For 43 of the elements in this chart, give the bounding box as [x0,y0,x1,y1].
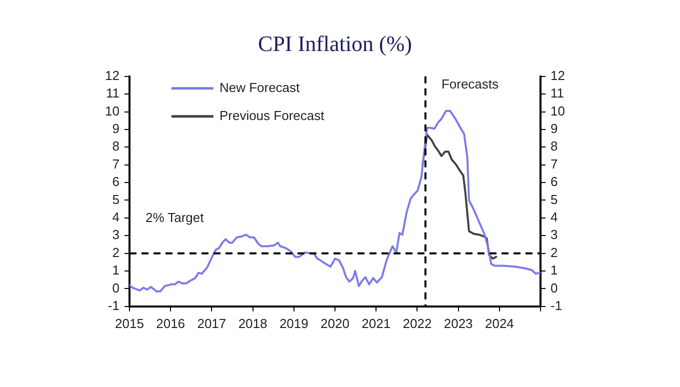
y2-tick-label: 9 [550,121,558,136]
y-tick-label: 7 [112,156,120,172]
chart-title: CPI Inflation (%) [258,30,412,56]
y2-tick-label: 10 [550,103,566,118]
y-tick-label: 3 [112,227,120,242]
x-tick-label: 2020 [320,316,350,331]
x-tick-label: 2016 [156,316,186,331]
y-tick-label: 0 [112,280,120,296]
y2-tick-label: 2 [550,244,558,260]
ref-line-label: Forecasts [441,76,500,92]
y2-tick-label: 3 [550,227,558,242]
y2-tick-label: 6 [550,174,558,190]
y2-tick-label: 7 [550,156,558,172]
y2-tick-label: 8 [550,138,558,154]
y-tick-label: -1 [108,298,120,313]
x-tick-label: 2024 [484,316,514,331]
x-tick-label: 2021 [362,316,391,331]
x-tick-label: 2015 [115,316,144,331]
y-tick-label: 4 [112,210,120,225]
ref-line-label: 2% Target [145,210,204,226]
y2-tick-label: 11 [550,86,564,101]
y2-tick-label: 0 [550,280,558,296]
y2-tick-label: 5 [550,192,558,207]
y-tick-label: 12 [104,68,120,83]
x-tick-label: 2019 [279,316,308,331]
y2-tick-label: 12 [550,68,566,83]
y-tick-label: 9 [112,121,120,136]
legend-label: Previous Forecast [219,108,325,123]
x-tick-label: 2017 [197,316,226,331]
x-tick-label: 2023 [444,316,473,331]
y-tick-label: 5 [112,192,120,207]
y-tick-label: 11 [106,86,120,101]
y-tick-label: 10 [104,103,120,118]
y-tick-label: 8 [112,138,120,154]
x-tick-label: 2018 [238,316,268,331]
y2-tick-label: 1 [550,262,558,278]
y2-tick-label: -1 [550,298,562,313]
y-tick-label: 1 [112,262,120,278]
x-tick-label: 2022 [402,316,432,331]
legend-label: New Forecast [219,80,300,95]
y-tick-label: 6 [112,174,120,190]
y-tick-label: 2 [112,244,120,260]
y2-tick-label: 4 [550,210,558,225]
